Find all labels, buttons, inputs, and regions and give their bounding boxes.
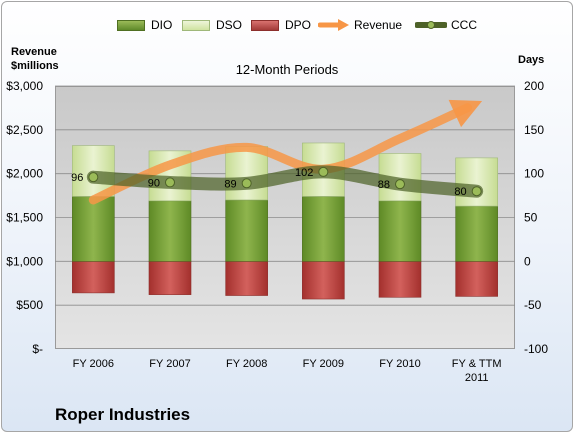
category-label: FY 2007 [149, 358, 190, 370]
ccc-marker [165, 177, 175, 188]
legend-swatch-dio [117, 19, 145, 31]
left-axis-tick-label: $2,500 [6, 123, 43, 137]
bar-dio [302, 196, 345, 262]
left-axis-tick-label: $2,000 [6, 167, 43, 181]
legend-item-revenue: Revenue [318, 16, 402, 34]
ccc-data-label: 89 [224, 178, 236, 190]
right-axis-tick-label: 150 [524, 123, 544, 137]
left-axis-tick-label: $- [32, 342, 43, 356]
legend-label-dso: DSO [216, 18, 243, 32]
left-axis-title-line1: Revenue [11, 46, 57, 58]
category-label: FY 2009 [303, 358, 344, 370]
right-axis-tick-label: -50 [524, 298, 542, 312]
legend-swatch-ccc [415, 21, 447, 29]
legend-label-revenue: Revenue [354, 18, 403, 32]
bar-dso [225, 146, 268, 201]
bar-dso [455, 157, 498, 207]
legend-item-dso: DSO [182, 16, 242, 34]
ccc-data-label: 80 [454, 186, 466, 198]
ccc-marker [318, 166, 329, 177]
left-axis-tick-label: $1,000 [6, 254, 43, 268]
bar-dpo [302, 261, 345, 300]
left-axis-tick-label: $500 [16, 298, 43, 312]
chart-subtitle: 12-Month Periods [235, 62, 339, 77]
bar-dio [225, 199, 268, 262]
category-label: FY 2010 [379, 358, 420, 370]
bar-dpo [455, 261, 498, 297]
ccc-line [86, 165, 484, 198]
bar-dio [72, 196, 115, 262]
bar-dio [148, 200, 192, 262]
company-name: Roper Industries [55, 405, 191, 424]
category-label: FY & TTM [452, 358, 502, 370]
ccc-data-label: 90 [148, 177, 160, 189]
bar-dpo [378, 261, 422, 298]
legend-item-dio: DIO [117, 16, 172, 34]
ccc-marker [241, 178, 252, 189]
right-axis-tick-label: 100 [524, 167, 544, 181]
revenue-arrowhead [448, 99, 483, 128]
legend: DIO DSO DPO Revenue CCC [0, 16, 574, 34]
category-label: 2011 [465, 372, 489, 384]
ccc-marker [88, 172, 99, 183]
ccc-marker [395, 179, 405, 190]
legend-label-dio: DIO [151, 18, 173, 32]
bar-dio [378, 200, 422, 262]
right-axis-tick-label: 0 [524, 254, 531, 268]
legend-label-ccc: CCC [451, 18, 477, 32]
legend-item-ccc: CCC [415, 16, 477, 34]
right-axis-tick-label: 200 [524, 79, 544, 93]
left-axis-tick-label: $3,000 [6, 79, 43, 93]
legend-label-dpo: DPO [285, 18, 312, 32]
legend-item-dpo: DPO [251, 16, 311, 34]
ccc-data-label: 102 [295, 167, 313, 179]
ccc-data-label: 96 [71, 172, 83, 184]
category-label: FY 2006 [73, 358, 114, 370]
bar-dpo [148, 261, 192, 295]
left-axis-title: Revenue $millions [11, 45, 59, 73]
ccc-marker [471, 186, 482, 197]
right-axis-tick-label: -100 [524, 342, 548, 356]
bar-dpo [72, 261, 115, 294]
revenue-line [88, 103, 473, 205]
legend-swatch-dpo [251, 19, 279, 31]
category-label: FY 2008 [226, 358, 267, 370]
left-axis-tick-label: $1,500 [6, 211, 43, 225]
left-axis-title-line2: $millions [11, 60, 59, 72]
legend-swatch-revenue [318, 19, 349, 31]
ccc-data-label: 88 [378, 179, 390, 191]
bar-dpo [225, 261, 268, 296]
right-axis-title: Days [518, 54, 545, 66]
legend-swatch-dso [182, 19, 210, 31]
right-axis-tick-label: 50 [524, 211, 538, 225]
bar-dio [455, 205, 498, 262]
